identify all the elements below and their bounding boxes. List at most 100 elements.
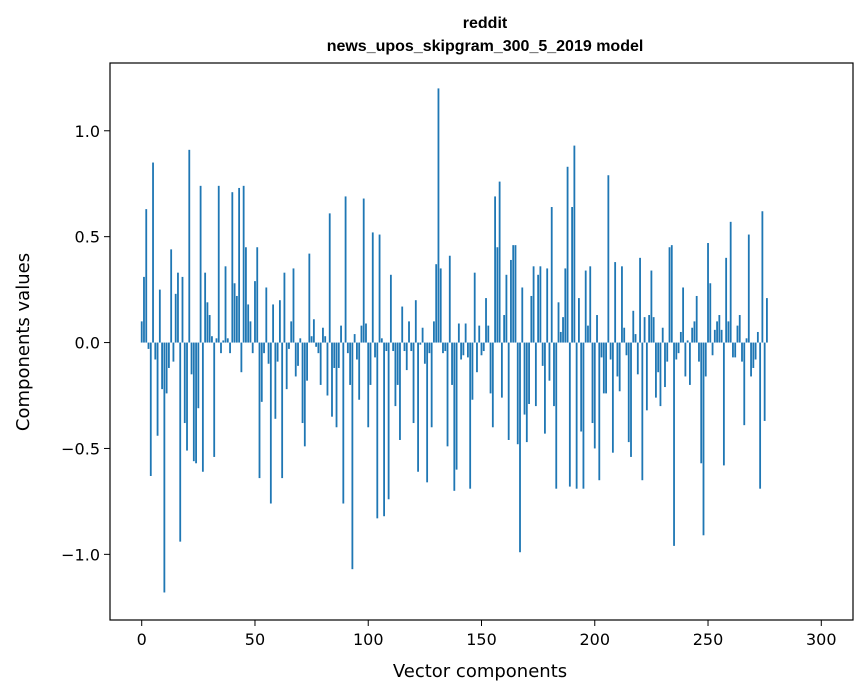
- bar: [670, 245, 673, 343]
- bar: [401, 306, 404, 343]
- bar: [188, 149, 191, 343]
- bar: [537, 274, 540, 343]
- bar: [308, 253, 311, 343]
- x-tick-label: 50: [245, 630, 265, 649]
- bar: [666, 342, 669, 362]
- x-tick-label: 150: [466, 630, 497, 649]
- bar: [353, 334, 356, 343]
- bar: [235, 295, 238, 343]
- bar: [512, 245, 515, 343]
- bar: [652, 317, 655, 343]
- bar: [648, 315, 651, 343]
- bar: [428, 342, 431, 354]
- bar: [340, 325, 342, 343]
- bar: [256, 247, 259, 343]
- bar: [763, 342, 766, 421]
- bar: [412, 342, 415, 424]
- bar: [301, 342, 304, 424]
- chart-title-line-1: reddit: [463, 15, 508, 32]
- bar: [247, 304, 250, 343]
- bar: [149, 342, 152, 476]
- bar: [691, 327, 694, 343]
- bar: [500, 342, 503, 398]
- bar: [351, 342, 354, 570]
- bar: [641, 342, 644, 481]
- bar: [335, 342, 338, 428]
- bar: [675, 342, 678, 360]
- bar: [260, 342, 263, 402]
- bar: [544, 342, 546, 434]
- bar: [337, 342, 340, 368]
- bar: [365, 323, 367, 343]
- bar: [732, 342, 734, 358]
- bar: [167, 342, 170, 368]
- bar: [720, 329, 723, 343]
- bar: [530, 295, 533, 343]
- x-axis-ticks: 0 50 100 150 200 250 300: [137, 620, 837, 649]
- bar: [736, 325, 739, 343]
- bar: [310, 336, 313, 343]
- bar: [217, 185, 220, 343]
- bar: [183, 342, 186, 424]
- bar: [322, 327, 324, 343]
- bar: [444, 342, 447, 352]
- bar: [528, 342, 530, 404]
- bar: [525, 342, 528, 443]
- bar: [587, 325, 589, 343]
- bar: [600, 342, 603, 358]
- bar: [505, 274, 508, 343]
- bar: [414, 300, 417, 343]
- bar: [550, 207, 553, 343]
- bar: [161, 342, 163, 390]
- bar: [426, 342, 429, 483]
- bar: [433, 321, 435, 343]
- bar: [643, 317, 646, 343]
- bar: [521, 287, 524, 343]
- bar: [267, 342, 270, 364]
- x-tick-label: 0: [137, 630, 147, 649]
- bar-series: [140, 88, 768, 593]
- bar: [380, 338, 383, 343]
- bar: [630, 342, 632, 457]
- bar: [564, 268, 567, 343]
- y-tick-label: 0.5: [75, 228, 100, 247]
- bar: [152, 162, 154, 343]
- bar: [756, 331, 759, 343]
- bar: [281, 342, 284, 479]
- bar: [213, 342, 216, 457]
- bar: [410, 342, 413, 352]
- bar: [507, 342, 510, 440]
- bar: [754, 342, 757, 360]
- bar: [593, 342, 596, 449]
- bar: [460, 342, 463, 360]
- bar: [738, 315, 741, 343]
- bar: [229, 342, 231, 354]
- bar: [140, 321, 143, 343]
- bar: [729, 221, 732, 343]
- bar: [684, 342, 687, 377]
- bar: [555, 342, 558, 489]
- bar: [462, 342, 465, 356]
- bar: [496, 247, 499, 343]
- bar: [482, 342, 485, 352]
- bar: [245, 247, 247, 343]
- bar: [523, 342, 526, 415]
- bar: [396, 342, 399, 385]
- bar: [469, 342, 472, 489]
- bar: [704, 342, 707, 377]
- bar: [143, 276, 145, 343]
- bar: [498, 181, 501, 343]
- bar: [602, 342, 605, 394]
- bar: [251, 342, 254, 354]
- bar: [618, 342, 621, 392]
- bar: [575, 342, 578, 489]
- bar: [437, 88, 440, 343]
- bar: [725, 257, 728, 343]
- bar: [423, 342, 426, 364]
- bar: [467, 342, 469, 358]
- bar: [702, 342, 705, 536]
- bar: [387, 342, 390, 500]
- bar: [655, 342, 657, 398]
- bar: [331, 342, 333, 417]
- bar: [342, 342, 345, 504]
